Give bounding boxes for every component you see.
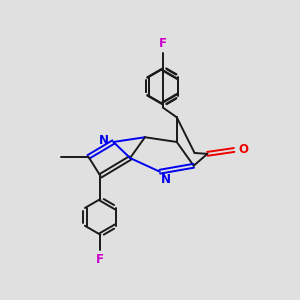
Text: N: N [160, 173, 170, 186]
Text: N: N [99, 134, 109, 147]
Text: F: F [159, 37, 167, 50]
Text: O: O [238, 143, 249, 156]
Text: F: F [96, 253, 104, 266]
